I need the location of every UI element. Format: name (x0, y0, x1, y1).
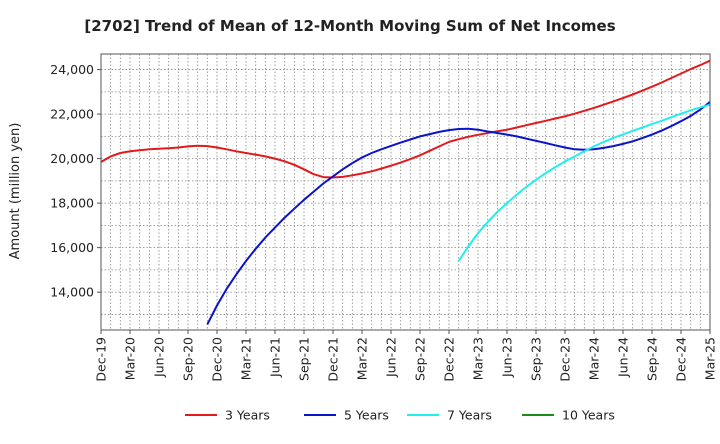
x-tick-label: Mar-20 (123, 337, 138, 380)
y-tick-label: 20,000 (50, 151, 94, 166)
x-tick-label: Jun-21 (268, 337, 283, 378)
series-line-5-years (206, 101, 711, 325)
x-tick-label: Sep-20 (181, 337, 196, 381)
x-tick-label: Mar-24 (587, 337, 602, 380)
y-tick-label: 22,000 (50, 107, 94, 122)
y-tick-label: 18,000 (50, 196, 94, 211)
x-tick-label: Mar-21 (239, 337, 254, 380)
x-tick-label: Mar-25 (703, 337, 718, 380)
x-tick-label: Sep-24 (645, 337, 660, 381)
legend-label: 10 Years (562, 408, 615, 423)
x-tick-label: Sep-22 (413, 337, 428, 381)
legend-label: 5 Years (344, 408, 389, 423)
legend-label: 3 Years (225, 408, 270, 423)
x-tick-label: Mar-22 (355, 337, 370, 380)
x-tick-label: Dec-20 (210, 337, 225, 382)
x-tick-label: Jun-20 (152, 337, 167, 378)
x-tick-label: Dec-23 (558, 337, 573, 382)
x-tick-label: Sep-21 (297, 337, 312, 381)
x-tick-label: Sep-23 (529, 337, 544, 381)
x-tick-label: Dec-19 (94, 337, 109, 382)
x-tick-label: Dec-21 (326, 337, 341, 382)
y-ticks: 14,000 16,000 18,000 20,000 22,000 24,000 (50, 62, 101, 300)
x-tick-label: Jun-22 (384, 337, 399, 378)
x-tick-label: Dec-24 (674, 337, 689, 382)
y-tick-label: 24,000 (50, 62, 94, 77)
plot-area (101, 54, 710, 330)
y-axis-label: Amount (million yen) (8, 123, 23, 260)
x-tick-label: Jun-23 (500, 337, 515, 378)
grid-layer (101, 54, 710, 330)
y-tick-label: 14,000 (50, 285, 94, 300)
legend-label: 7 Years (447, 408, 492, 423)
x-tick-label: Dec-22 (442, 337, 457, 382)
series-layer (100, 59, 711, 325)
x-tick-label: Mar-23 (471, 337, 486, 380)
plot-frame (100, 53, 711, 331)
chart-title: [2702] Trend of Mean of 12-Month Moving … (84, 17, 615, 35)
legend: 3 Years 5 Years 7 Years 10 Years (185, 408, 615, 423)
series-line-7-years (457, 103, 711, 262)
x-tick-label: Jun-24 (616, 337, 631, 378)
y-tick-label: 16,000 (50, 240, 94, 255)
x-ticks: Dec-19 Mar-20 Jun-20 Sep-20 Dec-20 Mar-21 Jun-… (94, 330, 718, 382)
series-line-3-years (100, 59, 711, 179)
